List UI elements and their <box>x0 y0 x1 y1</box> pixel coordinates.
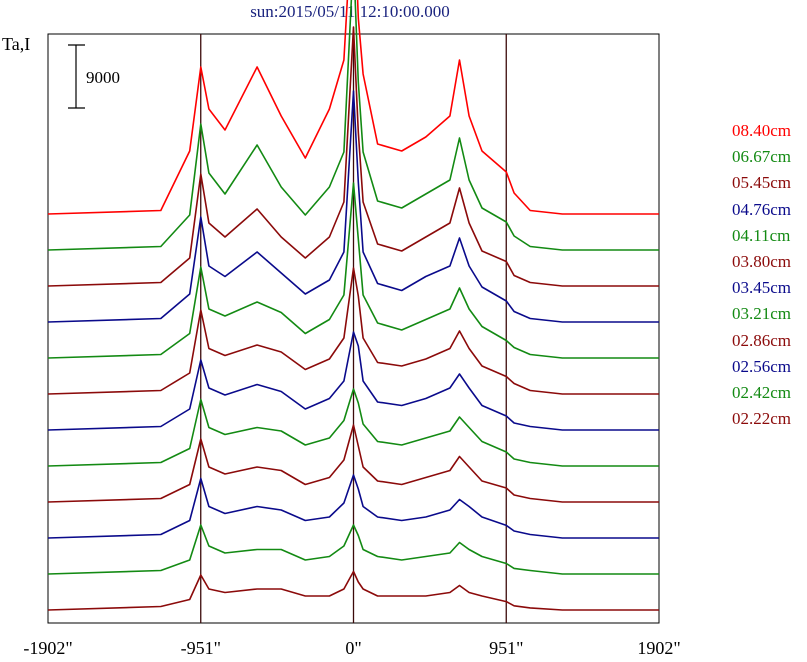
series-lines <box>47 0 659 611</box>
series-line <box>47 26 659 287</box>
series-line <box>47 182 659 359</box>
series-line <box>47 388 659 467</box>
x-tick-label: 0" <box>345 638 361 658</box>
x-tick-label: 1902" <box>637 638 680 658</box>
series-line <box>47 267 659 395</box>
series-line <box>47 570 659 611</box>
legend-item: 04.76cm <box>732 199 792 219</box>
series-line <box>47 424 659 503</box>
x-tick-label: 951" <box>489 638 523 658</box>
x-tick-label: -1902" <box>23 638 72 658</box>
series-line <box>47 524 659 575</box>
legend-item: 04.11cm <box>732 225 791 245</box>
legend-item: 02.86cm <box>732 330 792 350</box>
legend-item: 02.22cm <box>732 409 792 429</box>
series-line <box>47 331 659 431</box>
scale-bar-label: 9000 <box>86 68 120 87</box>
series-line <box>47 0 659 251</box>
legend-item: 06.67cm <box>732 147 792 167</box>
series-line <box>47 474 659 539</box>
scale-bar: 9000 <box>68 44 120 109</box>
x-tick-labels: -1902" -951" 0" 951" 1902" <box>23 638 680 658</box>
legend-item: 03.45cm <box>732 278 792 298</box>
legend-item: 08.40cm <box>732 121 792 140</box>
legend: 08.40cm 06.67cm 05.45cm 04.76cm 04.11cm 03.80… <box>732 118 791 432</box>
y-axis-label: Ta,I <box>2 34 30 54</box>
legend-item: 02.56cm <box>732 356 792 376</box>
series-line <box>47 0 659 215</box>
legend-item: 03.80cm <box>732 251 792 271</box>
legend-item: 03.21cm <box>732 304 792 324</box>
legend-item: 05.45cm <box>732 173 792 193</box>
legend-item: 02.42cm <box>732 382 792 402</box>
reference-lines <box>200 34 507 623</box>
x-tick-label: -951" <box>181 638 221 658</box>
series-line <box>47 90 659 323</box>
